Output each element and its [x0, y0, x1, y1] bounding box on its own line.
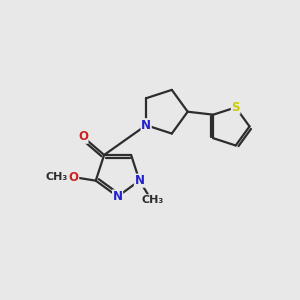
Text: CH₃: CH₃	[142, 195, 164, 205]
Text: N: N	[134, 174, 145, 187]
Text: O: O	[78, 130, 88, 143]
Text: S: S	[231, 101, 240, 114]
Text: O: O	[69, 171, 79, 184]
Text: N: N	[112, 190, 123, 203]
Text: N: N	[141, 119, 151, 132]
Text: CH₃: CH₃	[46, 172, 68, 182]
